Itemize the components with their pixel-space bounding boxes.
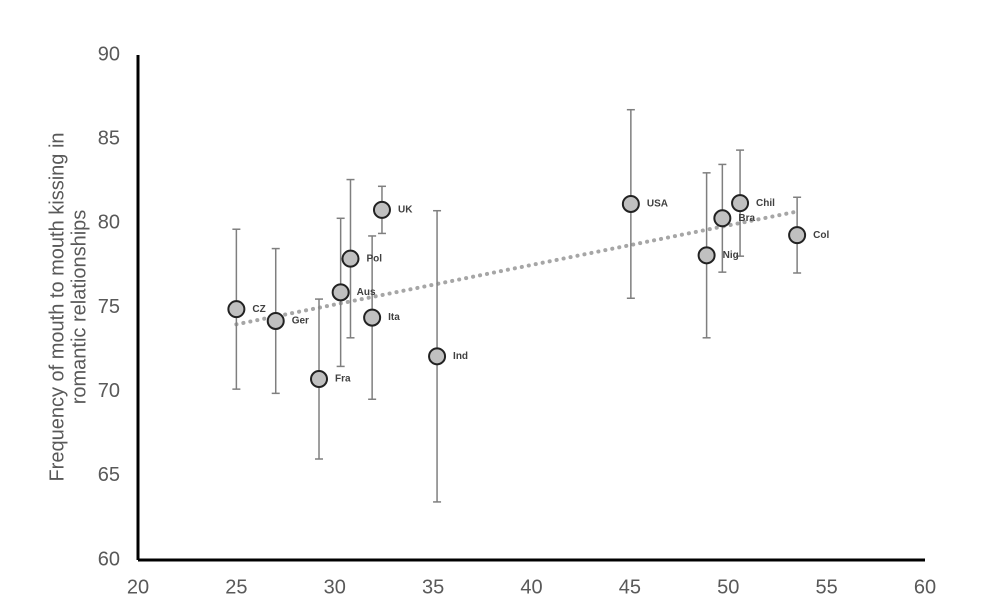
y-tick-label: 70 — [98, 380, 120, 402]
y-tick-label: 60 — [98, 548, 120, 570]
point-label: Ger — [292, 316, 309, 327]
point-label: UK — [398, 205, 413, 216]
y-tick-label: 85 — [98, 127, 120, 149]
point — [372, 200, 391, 219]
point-label: Bra — [738, 213, 755, 224]
point-label: Chil — [756, 198, 775, 209]
point — [697, 246, 716, 265]
point-label: USA — [647, 199, 668, 210]
point-label: Nig — [723, 250, 739, 261]
point — [227, 300, 246, 319]
point — [428, 347, 447, 366]
x-tick-label: 40 — [520, 576, 542, 598]
y-axis-label: romantic relationships — [68, 210, 90, 405]
x-tick-label: 50 — [717, 576, 739, 598]
x-tick-label: 25 — [225, 576, 247, 598]
x-tick-label: 55 — [816, 576, 838, 598]
point-label: CZ — [252, 304, 265, 315]
point-label: Aus — [357, 287, 376, 298]
point — [363, 308, 382, 327]
point — [341, 249, 360, 268]
x-tick-label: 45 — [619, 576, 641, 598]
x-tick-label: 60 — [914, 576, 936, 598]
x-tick-label: 20 — [127, 576, 149, 598]
y-axis-label: Frequency of mouth to mouth kissing in — [46, 132, 68, 481]
point — [266, 311, 285, 330]
point — [713, 209, 732, 228]
x-tick-label: 30 — [324, 576, 346, 598]
point — [621, 194, 640, 213]
point — [310, 370, 329, 389]
y-tick-label: 80 — [98, 212, 120, 234]
point-label: Ind — [453, 351, 468, 362]
point — [731, 194, 750, 213]
y-tick-label: 90 — [98, 43, 120, 65]
y-tick-label: 75 — [98, 296, 120, 318]
point-label: Fra — [335, 374, 351, 385]
point-label: Pol — [366, 253, 382, 264]
x-tick-label: 35 — [422, 576, 444, 598]
point-label: Col — [813, 230, 829, 241]
point-label: Ita — [388, 312, 400, 323]
y-tick-label: 65 — [98, 464, 120, 486]
point — [788, 226, 807, 245]
trendline — [234, 209, 800, 327]
point — [331, 283, 350, 302]
